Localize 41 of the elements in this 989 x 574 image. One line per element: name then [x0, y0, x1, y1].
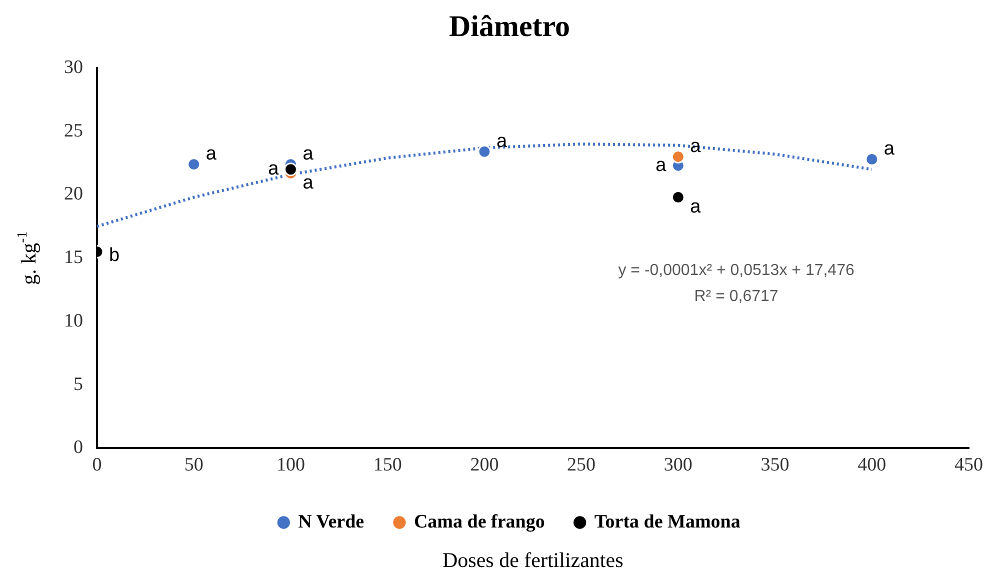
legend-label: Cama de frango [414, 511, 545, 532]
legend-label: Torta de Mamona [594, 511, 741, 532]
y-axis-title: g. kg-1 [16, 231, 41, 285]
point [478, 144, 492, 158]
x-tick-label: 200 [470, 454, 499, 476]
annotation: a [884, 138, 895, 160]
y-tick-label: 10 [64, 310, 83, 332]
x-tick-label: 0 [92, 454, 102, 476]
x-tick-label: 100 [276, 454, 305, 476]
y-tick-label: 20 [64, 184, 83, 205]
annotation: y = -0,0001x² + 0,0513x + 17,476 [618, 262, 854, 280]
point [671, 190, 685, 204]
x-tick-label: 50 [184, 454, 204, 476]
y-tick-label: 25 [64, 120, 83, 142]
point [671, 150, 685, 164]
annotation: a [302, 172, 314, 194]
annotation: a [496, 130, 508, 152]
point [284, 162, 298, 176]
y-tick-label: 30 [64, 56, 83, 78]
y-tick-label: 15 [64, 247, 83, 268]
annotation: a [690, 196, 702, 218]
annotation: b [109, 245, 120, 266]
y-tick-label: 5 [74, 374, 83, 395]
legend-label: N Verde [298, 511, 364, 532]
x-tick-label: 250 [567, 454, 596, 476]
annotation: a [302, 144, 314, 165]
x-tick-label: 450 [954, 454, 983, 476]
y-tick-label: 0 [74, 437, 83, 458]
x-tick-label: 300 [664, 454, 692, 476]
x-tick-label: 400 [858, 454, 886, 476]
x-tick-label: 150 [373, 454, 402, 476]
annotation: a [656, 154, 667, 176]
point [865, 152, 879, 166]
chart-title: Diâmetro [448, 10, 570, 43]
point [187, 158, 201, 172]
annotation: a [690, 136, 702, 157]
annotation: a [206, 144, 217, 165]
annotation: R² = 0,6717 [694, 288, 778, 306]
x-tick-label: 350 [760, 454, 790, 476]
annotation: a [268, 158, 280, 180]
x-axis-title: Doses de fertilizantes [442, 548, 624, 572]
